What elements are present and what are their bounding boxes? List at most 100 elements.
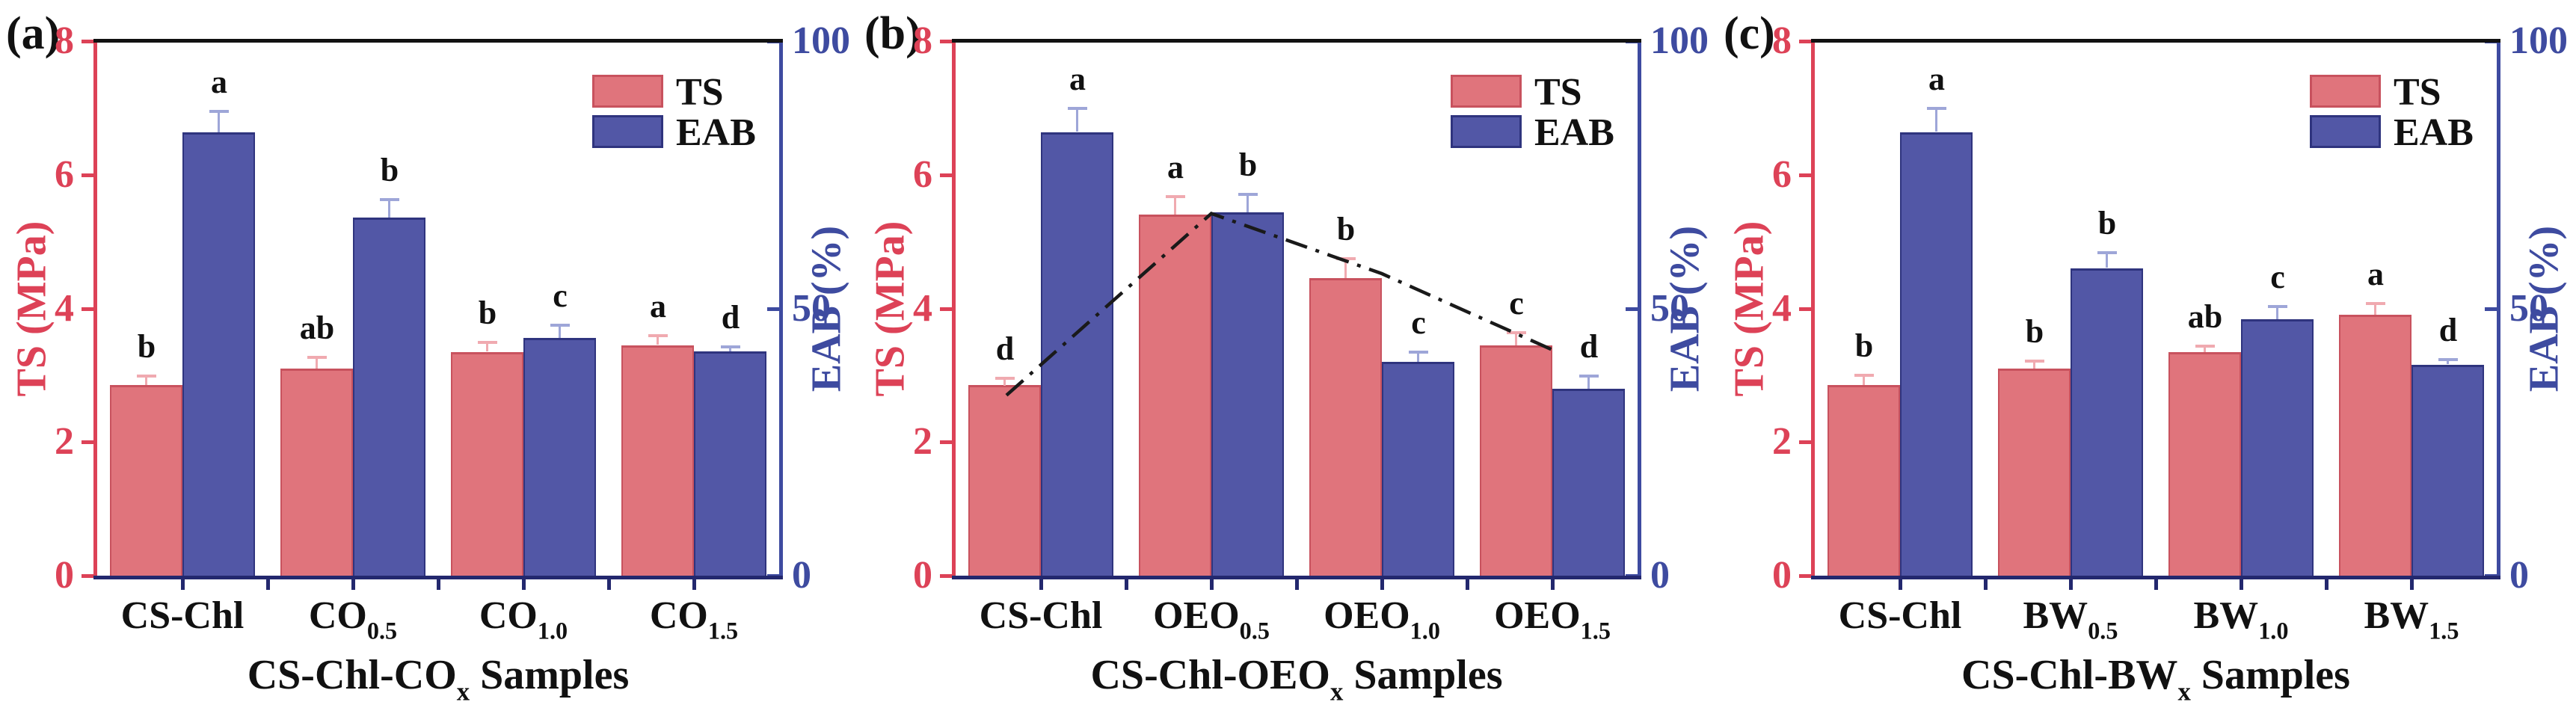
category-label: OEO0.5 xyxy=(1099,597,1324,643)
legend-swatch-ts xyxy=(1451,75,1522,108)
error-bar-cap xyxy=(1579,375,1599,378)
significance-letter: ab xyxy=(2187,298,2223,335)
ts-bar xyxy=(621,345,694,576)
left-axis-tick xyxy=(940,440,952,444)
error-bar-cap xyxy=(209,110,229,113)
right-spine xyxy=(2497,39,2500,576)
right-axis-tick xyxy=(767,307,779,311)
right-axis-tick-label: 100 xyxy=(2509,19,2568,62)
significance-letter: d xyxy=(995,330,1015,367)
right-spine xyxy=(779,39,783,576)
error-bar xyxy=(218,111,220,132)
eab-bar xyxy=(1211,212,1284,576)
significance-letter: c xyxy=(553,277,568,314)
left-axis-tick xyxy=(82,574,93,578)
category-label: CS-Chl xyxy=(1788,597,2012,635)
significance-letter: d xyxy=(721,299,740,336)
significance-letter: d xyxy=(1579,328,1599,365)
right-axis-title: EAB (%) xyxy=(2521,225,2568,392)
right-axis-tick-label: 50 xyxy=(1650,287,1689,330)
x-axis-tick xyxy=(1210,579,1214,590)
category-label-subscript: 1.5 xyxy=(2429,617,2459,644)
x-axis-title-subscript: x xyxy=(1330,677,1344,705)
panel-label: (b) xyxy=(864,8,921,59)
left-axis-tick xyxy=(82,440,93,444)
significance-letter: c xyxy=(2270,259,2285,295)
category-label-subscript: 1.5 xyxy=(1580,617,1611,644)
left-axis-title: TS (MPa) xyxy=(8,221,55,397)
error-bar-cap xyxy=(1409,351,1428,354)
error-bar xyxy=(729,346,731,351)
ts-bar xyxy=(1480,345,1552,576)
category-label-subscript: 0.5 xyxy=(1239,617,1270,644)
left-axis-tick xyxy=(1799,40,1811,43)
right-axis-tick xyxy=(1626,307,1638,311)
left-axis-tick-label: 2 xyxy=(913,420,932,463)
x-axis-tick xyxy=(1039,579,1043,590)
error-bar xyxy=(2276,306,2278,319)
error-bar xyxy=(486,342,488,351)
ts-bar xyxy=(1309,278,1382,576)
error-bar-cap xyxy=(1507,331,1526,334)
x-axis-tick xyxy=(1551,579,1555,590)
legend-label: TS xyxy=(676,71,724,114)
left-axis-tick-label: 8 xyxy=(55,19,74,62)
trend-line xyxy=(1005,212,1553,397)
category-label: OEO1.5 xyxy=(1440,597,1664,643)
left-axis-tick-label: 8 xyxy=(1772,19,1792,62)
left-axis-tick-label: 2 xyxy=(1772,420,1792,463)
left-axis-title: TS (MPa) xyxy=(1726,221,1773,397)
trend-polyline xyxy=(1005,212,1553,397)
error-bar xyxy=(1174,196,1176,215)
x-axis-tick xyxy=(1984,579,1988,590)
bottom-spine xyxy=(1811,576,2500,579)
category-label-subscript: 0.5 xyxy=(366,617,398,644)
x-axis-title-suffix: Samples xyxy=(2190,652,2350,698)
error-bar xyxy=(1863,375,1865,385)
significance-letter: c xyxy=(1509,285,1524,321)
error-bar xyxy=(1076,108,1078,132)
left-axis-tick-label: 0 xyxy=(913,554,932,597)
significance-letter: b xyxy=(478,295,497,331)
category-label: BW1.5 xyxy=(2299,597,2524,643)
x-axis-tick xyxy=(2325,579,2328,590)
left-axis-tick-label: 4 xyxy=(913,287,932,330)
category-label-text: BW xyxy=(2364,594,2429,637)
left-axis-tick xyxy=(1799,307,1811,311)
eab-bar xyxy=(182,132,255,576)
ts-bar xyxy=(1828,385,1900,576)
left-axis-tick xyxy=(940,307,952,311)
error-bar-cap xyxy=(648,334,668,337)
error-bar-cap xyxy=(2025,360,2044,363)
right-axis-tick-label: 0 xyxy=(2509,554,2529,597)
category-label-subscript: 1.0 xyxy=(1410,617,1440,644)
significance-letter: ab xyxy=(299,310,335,346)
ts-bar xyxy=(280,369,353,576)
ts-bar xyxy=(1139,215,1211,576)
error-bar xyxy=(1587,375,1590,389)
category-label-text: BW xyxy=(2193,594,2259,637)
eab-bar xyxy=(1552,389,1625,576)
category-label: BW0.5 xyxy=(1958,597,2183,643)
significance-letter: a xyxy=(1167,149,1184,185)
error-bar xyxy=(2033,360,2035,369)
legend-label: EAB xyxy=(1534,111,1614,154)
legend-swatch-eab xyxy=(592,115,663,148)
error-bar-cap xyxy=(1854,374,1874,377)
category-label-text: CO xyxy=(649,594,708,637)
error-bar-cap xyxy=(1068,107,1087,110)
significance-letter: b xyxy=(137,328,156,365)
left-axis-tick-label: 0 xyxy=(1772,554,1792,597)
significance-letter: b xyxy=(1854,327,1874,364)
x-axis-tick xyxy=(1899,579,1902,590)
error-bar-cap xyxy=(2438,358,2458,361)
error-bar xyxy=(388,199,390,218)
error-bar xyxy=(1003,378,1006,386)
left-axis-tick-label: 6 xyxy=(1772,153,1792,196)
x-axis-title: CS-Chl-OEOx Samples xyxy=(956,654,1638,705)
legend-label: TS xyxy=(2394,71,2441,114)
legend-label: EAB xyxy=(676,111,756,154)
x-axis-tick xyxy=(2069,579,2073,590)
significance-letter: a xyxy=(211,64,227,100)
significance-letter: b xyxy=(380,152,399,188)
